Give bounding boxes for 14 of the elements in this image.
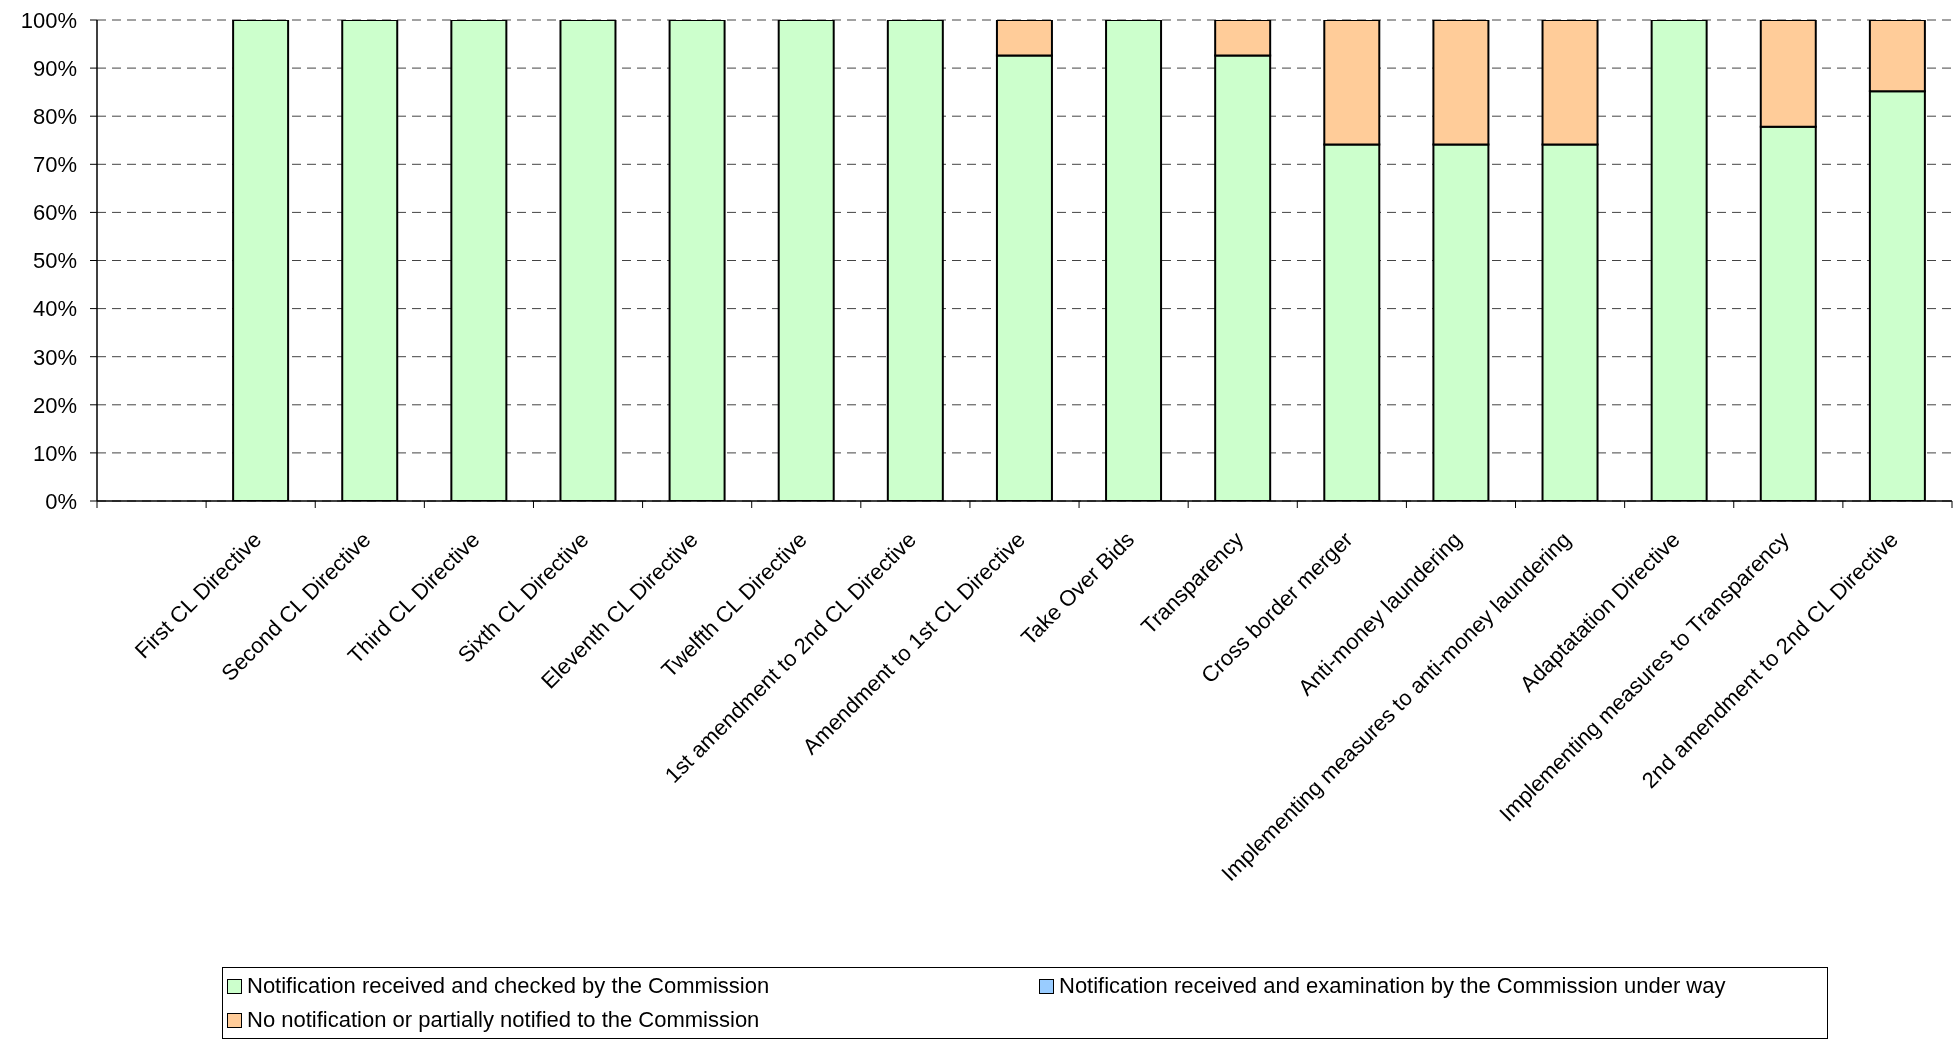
- y-tick-label: 80%: [32, 104, 77, 130]
- y-tick-label: 40%: [32, 296, 77, 322]
- y-tick-label: 90%: [32, 55, 77, 81]
- legend-label: Notification received and examination by the Commission under way: [1059, 973, 1726, 999]
- y-tick-label: 60%: [32, 200, 77, 226]
- y-tick-label: 0%: [45, 488, 77, 514]
- y-tick-label: 70%: [32, 152, 77, 178]
- y-tick-label: 100%: [20, 7, 77, 33]
- legend-label: Notification received and checked by the Commission: [247, 973, 770, 999]
- y-tick-label: 50%: [32, 248, 77, 274]
- y-tick-label: 20%: [32, 392, 77, 418]
- legend-label: No notification or partially notified to the Commission: [247, 1007, 760, 1033]
- y-tick-label: 10%: [32, 440, 77, 466]
- y-tick-label: 30%: [32, 344, 77, 370]
